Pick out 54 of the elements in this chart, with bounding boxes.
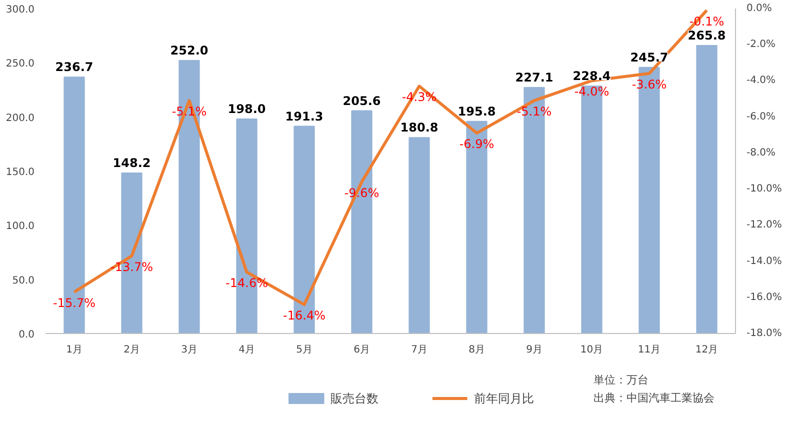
bar [696,45,718,334]
y-tick-label: 50.0 [12,275,34,286]
y2-tick-label: -12.0% [746,220,782,231]
y-tick-label: 250.0 [6,58,35,70]
x-tick-label: 2月 [124,344,140,356]
data-label: 148.2 [112,156,151,170]
data-label: 228.4 [572,69,611,84]
x-tick-label: 6月 [354,344,370,356]
data-label: 245.7 [630,50,668,64]
y2-tick-label: -16.0% [746,292,782,303]
y2-tick-label: -18.0% [746,328,782,339]
data-label: -3.6% [632,78,667,92]
data-label: 198.0 [228,102,266,116]
data-label: -14.6% [226,276,268,290]
bar [408,137,430,334]
y-tick-label: 300.0 [6,4,35,16]
x-tick-label: 9月 [526,344,542,356]
y-tick-label: 100.0 [6,221,35,232]
x-tick-label: 3月 [181,344,198,356]
data-label: -5.1% [516,104,552,119]
data-label: 205.6 [342,94,381,108]
y-tick-label: 150.0 [6,167,35,178]
x-tick-label: 5月 [296,344,312,356]
x-tick-label: 4月 [238,344,255,356]
data-label: 180.8 [400,120,438,135]
x-tick-label: 8月 [468,344,485,356]
data-label: -16.4% [283,308,326,323]
legend-label: 販売台数 [330,392,379,406]
x-tick-label: 12月 [695,344,718,356]
data-label: 236.7 [55,60,94,74]
data-label: 195.8 [458,104,496,118]
y2-tick-label: -14.0% [746,256,782,267]
x-tick-label: 7月 [411,344,428,356]
source-note: 出典：中国汽車工業協会 [593,392,714,404]
data-label: 252.0 [170,44,208,58]
y2-tick-label: -6.0% [746,111,776,122]
x-tick-label: 1月 [66,344,82,356]
legend-label: 前年同月比 [474,392,534,406]
y2-tick-label: 0.0% [746,3,772,14]
data-label: -6.9% [459,137,494,152]
y-tick-label: 200.0 [6,112,35,124]
y-tick-label: 0.0 [18,330,35,340]
y2-tick-label: -2.0% [746,39,776,50]
y2-tick-label: -8.0% [746,147,776,158]
data-label: -4.0% [574,84,610,99]
data-label: 227.1 [515,70,554,84]
data-label: -15.7% [53,296,96,310]
y2-tick-label: -10.0% [746,184,782,195]
y2-tick-label: -4.0% [746,75,776,86]
data-label: 191.3 [285,109,324,124]
text: 単位：万台 [593,374,648,386]
x-tick-label: 10月 [580,344,604,356]
data-label: 265.8 [688,28,726,43]
x-tick-label: 11月 [638,344,661,356]
